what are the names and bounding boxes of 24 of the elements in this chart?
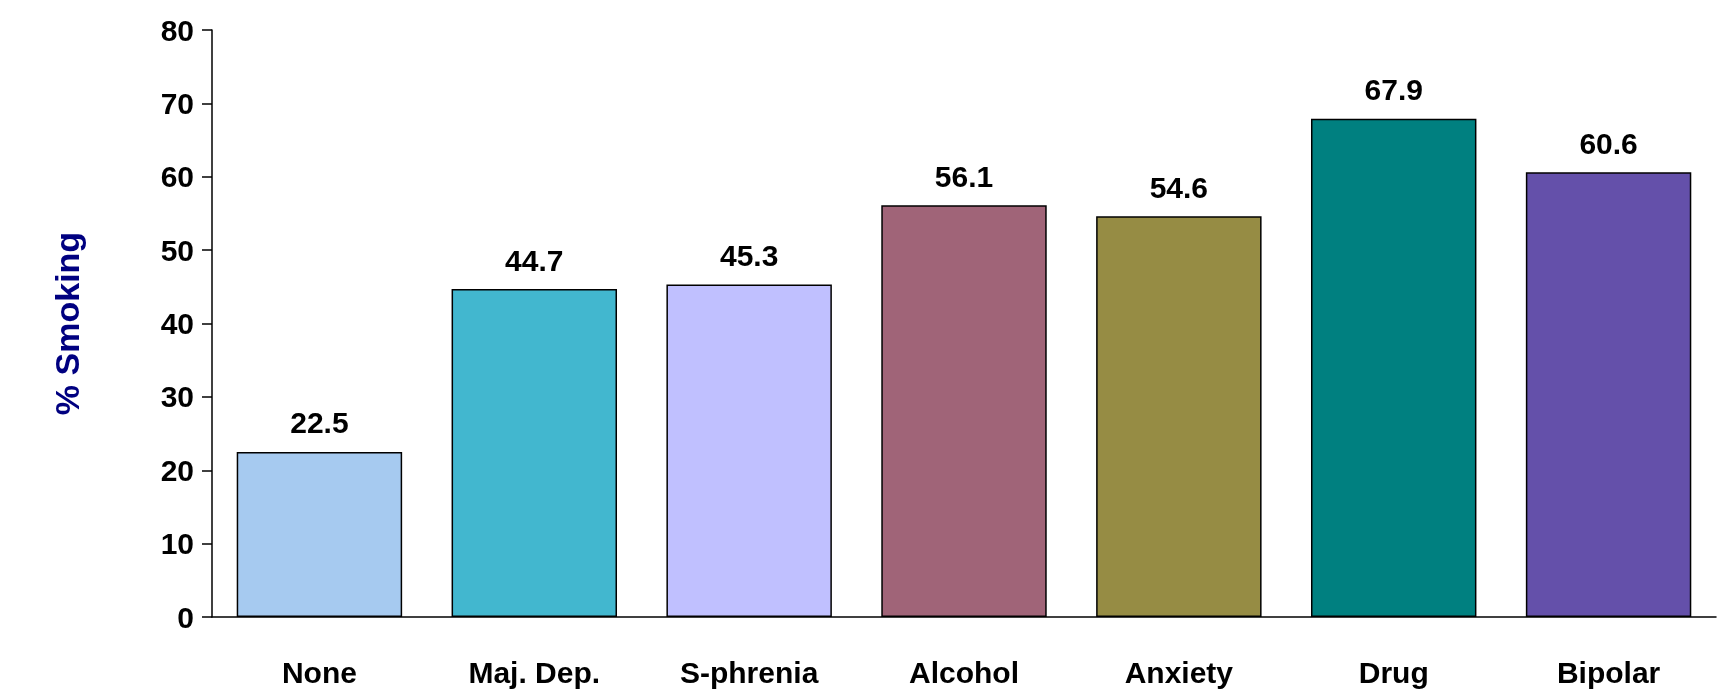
x-tick-label: Anxiety bbox=[1124, 655, 1234, 689]
x-tick-label: S-phrenia bbox=[679, 655, 819, 689]
x-tick-label: None bbox=[281, 655, 357, 689]
y-tick-label: 10 bbox=[160, 527, 194, 561]
data-label: 45.3 bbox=[719, 239, 779, 273]
x-tick-label: Maj. Dep. bbox=[468, 655, 601, 689]
y-axis-title: % Smoking bbox=[48, 231, 86, 416]
data-label: 60.6 bbox=[1579, 126, 1638, 160]
data-label: 22.5 bbox=[290, 406, 349, 440]
data-label: 54.6 bbox=[1149, 170, 1209, 204]
y-tick-label: 40 bbox=[160, 307, 194, 340]
y-tick-label: 30 bbox=[160, 380, 194, 414]
data-label: 44.7 bbox=[505, 243, 564, 277]
y-tick-label: 70 bbox=[160, 86, 194, 120]
y-tick-label: 80 bbox=[160, 13, 194, 47]
y-tick-label: 60 bbox=[160, 160, 194, 194]
x-tick-label: Bipolar bbox=[1556, 655, 1661, 689]
x-tick-label: Drug bbox=[1358, 655, 1429, 689]
x-tick-label: Alcohol bbox=[909, 655, 1019, 689]
y-tick-label: 0 bbox=[177, 600, 194, 634]
data-label: 56.1 bbox=[934, 159, 994, 193]
y-tick-label: 50 bbox=[160, 233, 194, 267]
data-label: 67.9 bbox=[1364, 73, 1423, 107]
y-tick-label: 20 bbox=[160, 453, 194, 487]
